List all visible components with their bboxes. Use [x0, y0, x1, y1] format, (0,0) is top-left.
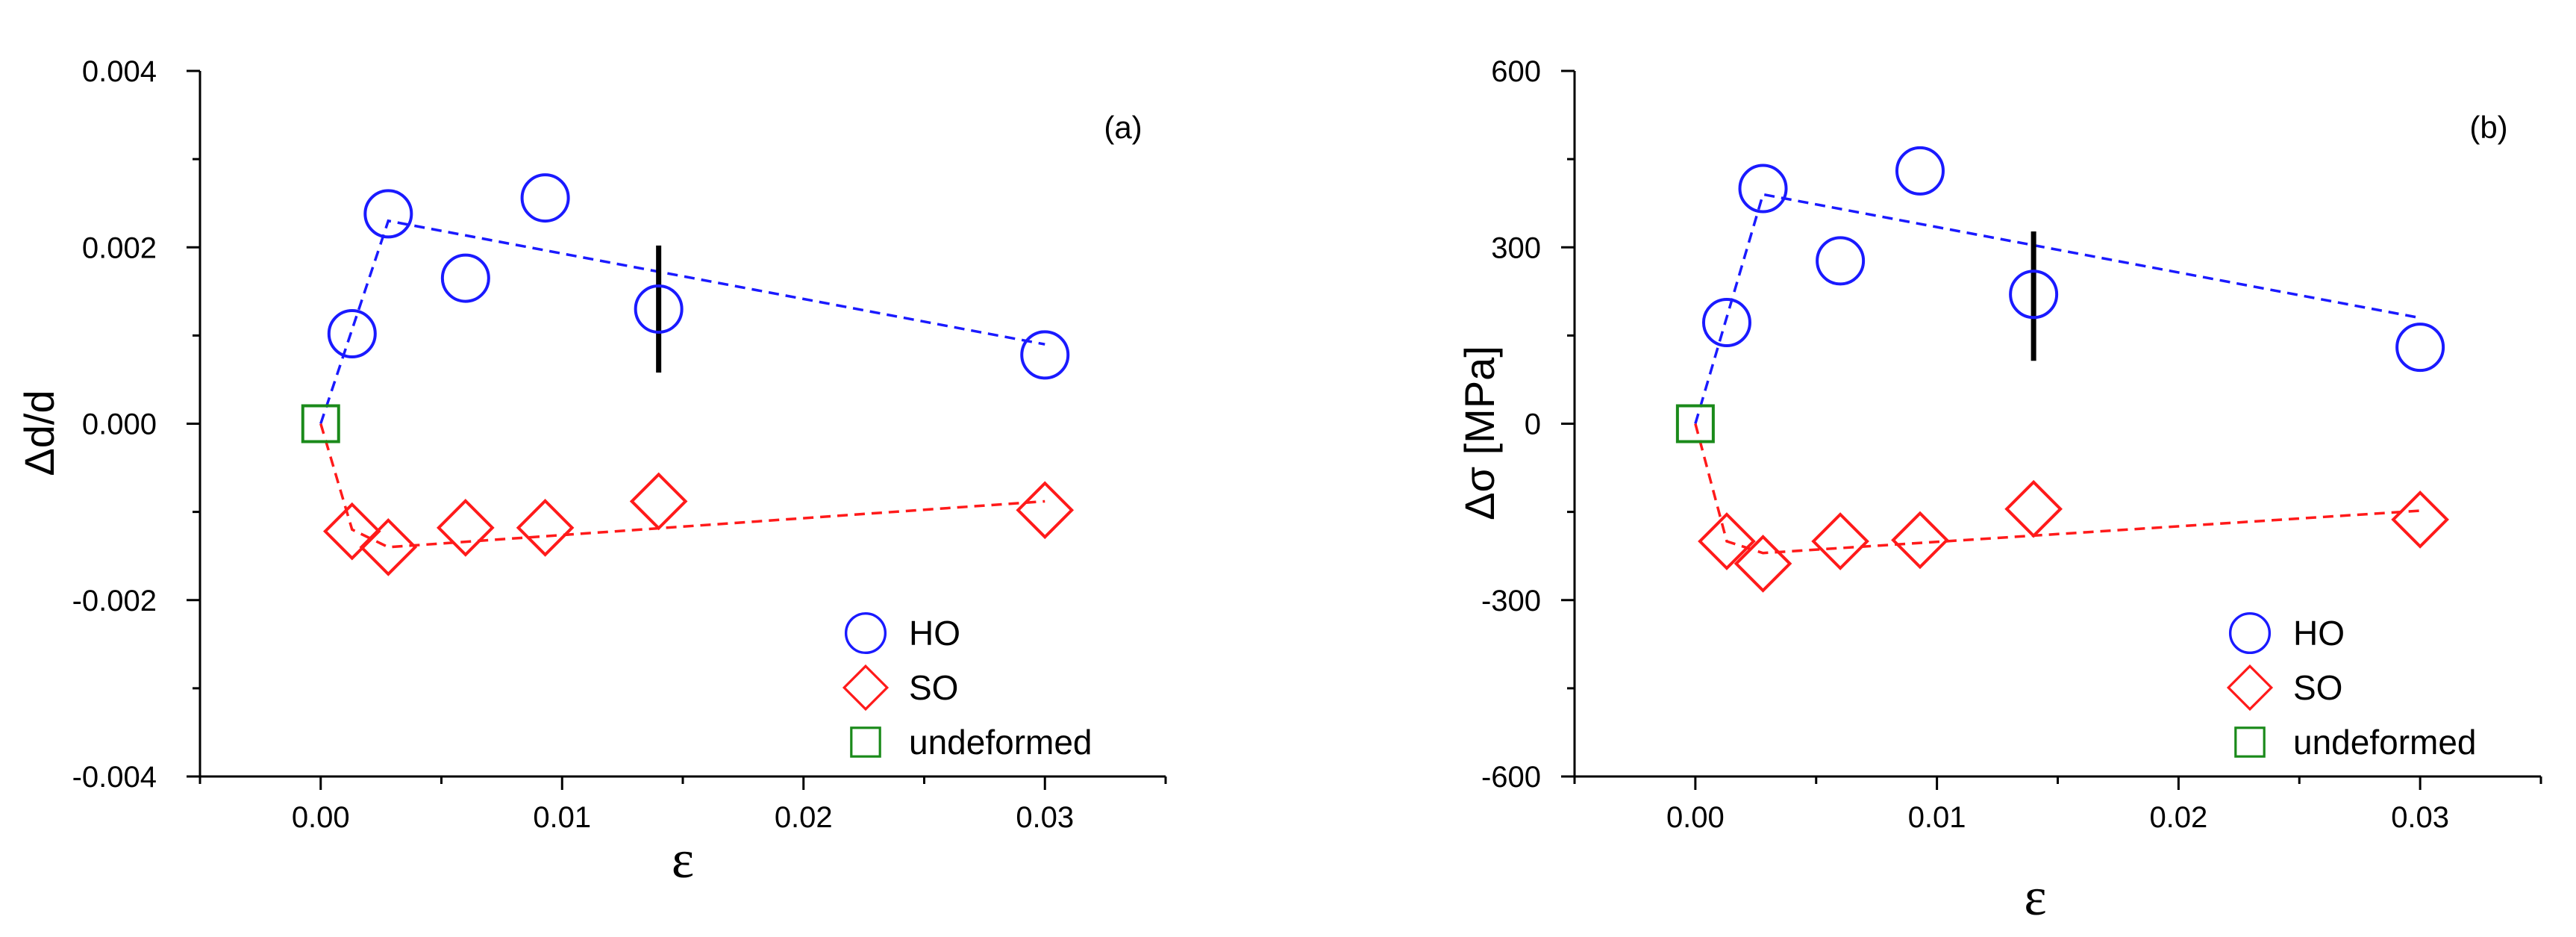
data-point-ho — [1895, 146, 1945, 196]
series-undeformed — [301, 404, 340, 443]
legend-marker-ho — [844, 611, 887, 655]
data-point-so — [629, 472, 688, 531]
y-axis-label: Δσ [MPa] — [1456, 346, 1503, 520]
legend-marker-ho — [2228, 611, 2272, 655]
x-tick-label: 0.02 — [2149, 801, 2207, 834]
panel-a: -0.004 -0.002 0.000 0.002 0.004 0.00 0.01 0.02 0… — [16, 55, 1167, 889]
x-tick-label: 0.00 — [1666, 801, 1725, 834]
panel-label: (b) — [2469, 110, 2507, 145]
legend-label-undeformed: undeformed — [909, 723, 1092, 762]
data-point-ho — [327, 309, 377, 359]
data-point-so — [1811, 512, 1869, 570]
legend: HO SO undeformed — [2226, 611, 2477, 762]
y-tick-label: 600 — [1491, 55, 1541, 88]
data-point-so — [437, 499, 495, 557]
y-tick-label: 300 — [1491, 231, 1541, 264]
data-point-undeformed — [301, 404, 340, 443]
legend-item-ho: HO — [844, 611, 960, 655]
data-point-ho — [1020, 330, 1070, 380]
legend-marker-so — [2226, 664, 2274, 712]
legend-item-so: SO — [842, 664, 958, 712]
y-tick-label: 0.002 — [82, 231, 157, 264]
series-ho — [327, 173, 1070, 380]
x-tick-label: 0.03 — [2391, 801, 2449, 834]
legend-item-undeformed: undeformed — [2234, 723, 2477, 762]
x-tick-label: 0.03 — [1016, 801, 1074, 834]
legend-item-so: SO — [2226, 664, 2342, 712]
y-tick-label: -0.002 — [72, 585, 157, 617]
legend-item-undeformed: undeformed — [850, 723, 1092, 762]
data-point-so — [1016, 481, 1075, 540]
y-axis-label: Δd/d — [16, 390, 63, 476]
data-point-so — [359, 518, 418, 576]
data-point-ho — [520, 173, 570, 223]
data-point-ho — [1738, 164, 1788, 214]
data-point-so — [1891, 511, 1949, 570]
data-point-so — [322, 502, 381, 561]
legend-label-ho: HO — [909, 614, 960, 653]
data-point-ho — [363, 189, 413, 239]
y-tick-label: -300 — [1481, 585, 1541, 617]
x-tick-label: 0.01 — [533, 801, 591, 834]
legend-marker-so — [842, 664, 890, 712]
data-point-ho — [2009, 270, 2059, 320]
y-tick-label: 0 — [1525, 408, 1541, 441]
x-axis-label: ε — [672, 829, 694, 889]
panel-b: -600 -300 0 300 600 0.00 0.01 0.02 0.03 Δσ [MPa] ε… — [1456, 55, 2542, 927]
series-undeformed — [1675, 404, 1715, 443]
series-so — [1698, 479, 2449, 593]
data-point-ho — [634, 284, 684, 334]
y-tick-label: 0.000 — [82, 408, 157, 441]
y-tick-label: -0.004 — [72, 761, 157, 794]
fit-line-so — [319, 423, 1045, 549]
data-point-so — [1698, 512, 1756, 570]
legend-label-ho: HO — [2293, 614, 2345, 653]
data-point-ho — [1701, 298, 1751, 348]
data-point-ho — [2395, 323, 2445, 373]
data-point-so — [2004, 479, 2063, 538]
fit-line-ho — [1694, 193, 2421, 424]
legend-item-ho: HO — [2228, 611, 2345, 655]
y-tick-label: -600 — [1481, 761, 1541, 794]
legend-label-so: SO — [2293, 668, 2342, 707]
data-point-so — [516, 499, 575, 557]
x-tick-label: 0.01 — [1908, 801, 1966, 834]
series-ho — [1701, 146, 2445, 373]
x-tick-label: 0.02 — [775, 801, 833, 834]
legend-label-so: SO — [909, 668, 958, 707]
panel-label: (a) — [1104, 110, 1142, 145]
x-axis-label: ε — [2024, 867, 2046, 927]
fit-line-ho — [319, 219, 1045, 425]
data-point-undeformed — [1675, 404, 1715, 443]
fit-line-so — [1694, 423, 2421, 555]
legend: HO SO undeformed — [842, 611, 1092, 762]
x-tick-label: 0.00 — [292, 801, 350, 834]
data-point-ho — [1816, 236, 1866, 286]
legend-marker-undeformed — [850, 726, 881, 758]
legend-marker-undeformed — [2234, 726, 2266, 758]
data-point-so — [2391, 491, 2449, 549]
y-tick-label: 0.004 — [82, 55, 157, 88]
data-point-so — [1734, 535, 1792, 593]
legend-label-undeformed: undeformed — [2293, 723, 2477, 762]
data-point-ho — [440, 253, 490, 303]
series-so — [322, 472, 1075, 576]
